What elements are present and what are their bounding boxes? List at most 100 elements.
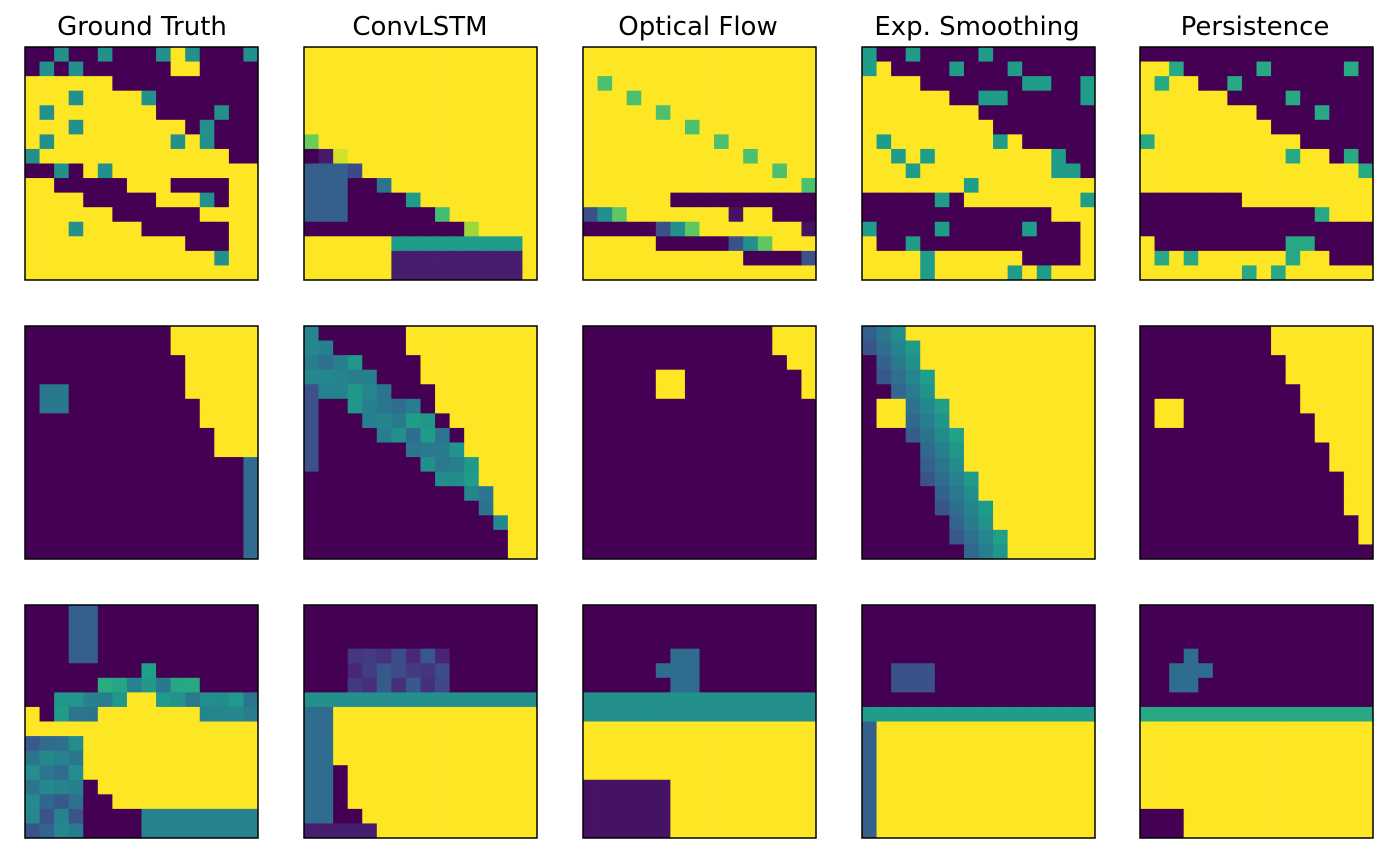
heatmap-cell bbox=[391, 692, 407, 708]
heatmap-cell bbox=[978, 808, 994, 824]
heatmap-cell bbox=[304, 369, 319, 385]
heatmap-cell bbox=[243, 500, 259, 516]
heatmap-cell bbox=[185, 119, 201, 135]
heatmap-cell bbox=[25, 221, 40, 237]
heatmap-cell bbox=[405, 413, 421, 429]
heatmap-cell bbox=[934, 605, 950, 620]
heatmap-cell bbox=[304, 265, 319, 281]
heatmap-cell bbox=[449, 221, 465, 237]
heatmap-cell bbox=[978, 634, 994, 650]
heatmap-cell bbox=[228, 61, 244, 77]
heatmap-cell bbox=[126, 750, 142, 766]
heatmap-cell bbox=[1256, 808, 1272, 824]
heatmap-cell bbox=[699, 105, 715, 121]
heatmap-cell bbox=[83, 355, 99, 371]
heatmap-cell bbox=[597, 677, 613, 693]
heatmap-cell bbox=[39, 427, 55, 443]
heatmap-cell bbox=[493, 736, 509, 752]
heatmap-cell bbox=[478, 515, 494, 531]
heatmap-cell bbox=[39, 648, 55, 664]
heatmap-cell bbox=[54, 442, 70, 458]
heatmap-cell bbox=[714, 619, 730, 635]
heatmap-cell bbox=[1241, 119, 1257, 135]
heatmap-cell bbox=[1007, 76, 1023, 92]
heatmap-cell bbox=[1183, 265, 1199, 281]
heatmap-cell bbox=[1169, 634, 1185, 650]
heatmap-cell bbox=[1140, 148, 1155, 164]
heatmap-cell bbox=[728, 619, 744, 635]
heatmap-cell bbox=[1154, 442, 1170, 458]
heatmap-cell bbox=[156, 750, 172, 766]
heatmap-cell bbox=[786, 648, 802, 664]
heatmap-cell bbox=[670, 355, 686, 371]
heatmap-cell bbox=[862, 250, 877, 266]
heatmap-cell bbox=[757, 90, 773, 106]
heatmap-cell bbox=[170, 750, 186, 766]
heatmap-cell bbox=[1007, 619, 1023, 635]
heatmap-cell bbox=[126, 663, 142, 679]
heatmap-cell bbox=[876, 221, 892, 237]
heatmap-cell bbox=[963, 750, 979, 766]
heatmap-cell bbox=[597, 340, 613, 356]
heatmap-cell bbox=[1183, 442, 1199, 458]
heatmap-cell bbox=[876, 544, 892, 560]
heatmap-cell bbox=[435, 500, 451, 516]
heatmap-cell bbox=[876, 76, 892, 92]
heatmap-cell bbox=[522, 340, 538, 356]
heatmap-cell bbox=[1314, 457, 1330, 473]
heatmap-cell bbox=[1007, 648, 1023, 664]
heatmap-cell bbox=[1256, 794, 1272, 810]
heatmap-cell bbox=[420, 486, 436, 502]
heatmap-cell bbox=[1241, 76, 1257, 92]
heatmap-cell bbox=[655, 471, 671, 487]
heatmap-cell bbox=[83, 340, 99, 356]
heatmap-cell bbox=[304, 413, 319, 429]
heatmap-cell bbox=[1154, 207, 1170, 223]
heatmap-cell bbox=[1271, 706, 1287, 722]
heatmap-cell bbox=[1036, 105, 1052, 121]
heatmap-cell bbox=[54, 384, 70, 400]
heatmap-cell bbox=[435, 706, 451, 722]
heatmap-cell bbox=[449, 148, 465, 164]
heatmap-cell bbox=[214, 471, 230, 487]
heatmap-cell bbox=[243, 148, 259, 164]
heatmap-cell bbox=[243, 619, 259, 635]
heatmap-cell bbox=[891, 119, 907, 135]
heatmap-cell bbox=[1080, 192, 1096, 208]
heatmap-cell bbox=[54, 192, 70, 208]
heatmap-cell bbox=[170, 515, 186, 531]
heatmap-cell bbox=[347, 634, 363, 650]
heatmap-cell bbox=[493, 442, 509, 458]
heatmap-cell bbox=[1271, 221, 1287, 237]
heatmap-cell bbox=[97, 779, 113, 795]
heatmap-cell bbox=[1256, 605, 1272, 620]
heatmap-cell bbox=[333, 677, 349, 693]
heatmap-cell bbox=[478, 355, 494, 371]
heatmap-cell bbox=[1358, 90, 1374, 106]
heatmap-cell bbox=[714, 384, 730, 400]
heatmap-cell bbox=[949, 90, 965, 106]
heatmap-cell bbox=[993, 90, 1009, 106]
heatmap-cell bbox=[876, 706, 892, 722]
heatmap-cell bbox=[228, 192, 244, 208]
heatmap-cell bbox=[891, 178, 907, 194]
heatmap-cell bbox=[391, 119, 407, 135]
heatmap-cell bbox=[39, 619, 55, 635]
heatmap-cell bbox=[1285, 90, 1301, 106]
heatmap-cell bbox=[583, 515, 598, 531]
heatmap-cell bbox=[699, 90, 715, 106]
heatmap-cell bbox=[478, 47, 494, 62]
heatmap-cell bbox=[978, 648, 994, 664]
heatmap-cell bbox=[304, 236, 319, 252]
heatmap-cell bbox=[920, 105, 936, 121]
heatmap-cell bbox=[478, 250, 494, 266]
heatmap-cell bbox=[347, 457, 363, 473]
heatmap-cell bbox=[243, 750, 259, 766]
heatmap-cell bbox=[583, 398, 598, 414]
axes-frame bbox=[1139, 325, 1374, 560]
heatmap-cell bbox=[743, 369, 759, 385]
heatmap-cell bbox=[905, 221, 921, 237]
heatmap-cell bbox=[243, 413, 259, 429]
heatmap-cell bbox=[920, 619, 936, 635]
heatmap-cell bbox=[757, 250, 773, 266]
